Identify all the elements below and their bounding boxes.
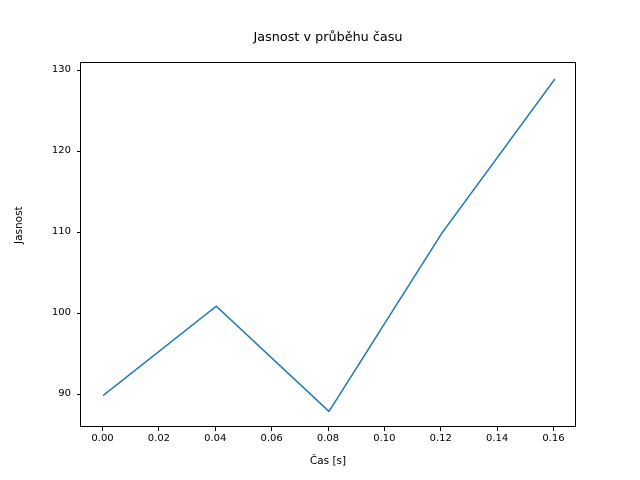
y-tick-label: 90	[58, 388, 71, 400]
y-axis-label: Jasnost	[13, 206, 25, 244]
line-series-svg	[102, 78, 556, 413]
x-tick-label: 0.14	[485, 433, 509, 444]
y-tick-label: 110	[51, 226, 71, 238]
x-tick-label: 0.08	[316, 433, 340, 444]
y-tick-label: 120	[51, 145, 71, 157]
y-tick-label: 130	[51, 64, 71, 76]
x-tick-label: 0.06	[260, 433, 283, 444]
chart-title: Jasnost v průběhu času	[253, 30, 403, 45]
x-tick-label: 0.02	[147, 433, 171, 444]
plot-area	[80, 62, 576, 427]
x-tick-label: 0.12	[429, 433, 452, 444]
x-tick-label: 0.10	[373, 433, 396, 444]
x-axis-label: Čas [s]	[309, 455, 347, 467]
line-series-path	[102, 78, 556, 413]
x-tick-label: 0.00	[91, 433, 114, 444]
x-tick-label: 0.04	[204, 433, 227, 444]
x-tick-label: 0.16	[542, 433, 565, 444]
y-tick-label: 100	[51, 307, 71, 319]
